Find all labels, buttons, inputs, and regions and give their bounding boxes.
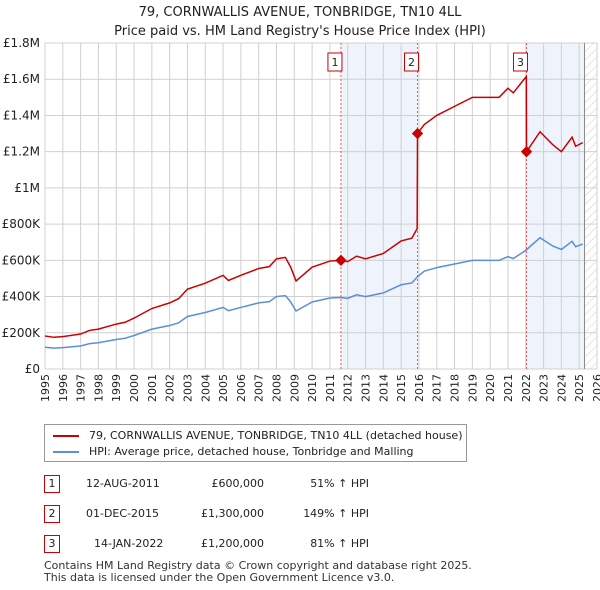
x-tick-label: 2015 xyxy=(395,374,408,402)
x-tick-label: 1998 xyxy=(92,374,105,402)
transaction-price: £1,200,000 xyxy=(201,537,264,550)
x-tick-label: 2001 xyxy=(146,374,159,402)
transaction-number: 3 xyxy=(44,535,60,553)
x-tick-label: 2005 xyxy=(217,374,230,402)
legend-property: 79, CORNWALLIS AVENUE, TONBRIDGE, TN10 4… xyxy=(53,429,463,442)
transaction-price: £1,300,000 xyxy=(201,507,264,520)
x-tick-label: 2025 xyxy=(573,374,586,402)
x-tick-label: 2007 xyxy=(253,374,266,402)
x-tick-label: 2008 xyxy=(270,374,283,402)
x-tick-label: 2024 xyxy=(555,374,568,402)
transaction-row: 3 14-JAN-2022 £1,200,000 81% ↑ HPI xyxy=(44,535,464,555)
legend-label: HPI: Average price, detached house, Tonb… xyxy=(89,445,414,458)
transaction-hpi-change: 81% ↑ HPI xyxy=(310,537,369,550)
y-tick-label: £1.8M xyxy=(3,36,40,50)
sale-number-label: 1 xyxy=(331,56,338,69)
legend-swatch-red xyxy=(53,434,79,437)
x-tick-label: 2020 xyxy=(484,374,497,402)
x-tick-label: 1996 xyxy=(57,374,70,402)
title-line: 79, CORNWALLIS AVENUE, TONBRIDGE, TN10 4… xyxy=(138,5,462,20)
transaction-row: 1 12-AUG-2011 £600,000 51% ↑ HPI xyxy=(44,475,464,495)
sale-number-box xyxy=(512,52,528,72)
y-tick-label: £400K xyxy=(2,290,42,304)
x-tick-label: 2013 xyxy=(360,374,373,402)
x-tick-label: 2018 xyxy=(449,374,462,402)
sale-point xyxy=(335,254,347,266)
x-tick-label: 2014 xyxy=(377,374,390,402)
chart-title: 79, CORNWALLIS AVENUE, TONBRIDGE, TN10 4… xyxy=(0,3,600,41)
transaction-number: 2 xyxy=(44,505,60,523)
x-tick-label: 2002 xyxy=(164,374,177,402)
sale-number-box xyxy=(327,52,343,72)
transaction-price: £600,000 xyxy=(211,477,265,490)
x-tick-label: 2004 xyxy=(199,374,212,402)
y-tick-label: £200K xyxy=(2,326,42,340)
transaction-row: 2 01-DEC-2015 £1,300,000 149% ↑ HPI xyxy=(44,505,464,525)
sale-number-label: 3 xyxy=(517,56,524,69)
x-tick-label: 2026 xyxy=(591,374,600,402)
hpi-line xyxy=(44,236,584,349)
x-tick-label: 2003 xyxy=(181,374,194,402)
x-tick-label: 2009 xyxy=(288,374,301,402)
sale-point xyxy=(520,146,533,158)
shaded-period-2 xyxy=(526,43,585,369)
x-tick-label: 2010 xyxy=(306,374,319,402)
y-tick-label: £1.2M xyxy=(3,145,40,159)
legend-label: 79, CORNWALLIS AVENUE, TONBRIDGE, TN10 4… xyxy=(89,429,463,442)
sale-point xyxy=(411,127,424,140)
subtitle-line: Price paid vs. HM Land Registry's House … xyxy=(114,24,486,39)
legend: 79, CORNWALLIS AVENUE, TONBRIDGE, TN10 4… xyxy=(44,424,467,462)
x-tick-label: 2016 xyxy=(413,374,426,402)
y-tick-label: £1.4M xyxy=(3,108,40,122)
price-chart: 1995 1996 1997 1998 1999 2000 2001 2002 2003 2004… xyxy=(2,36,600,402)
sale-number-label: 2 xyxy=(408,56,415,69)
footer: Contains HM Land Registry data © Crown c… xyxy=(44,560,472,584)
x-tick-label: 1999 xyxy=(110,374,123,402)
x-tick-label: 2022 xyxy=(520,374,533,402)
footer-copyright: Contains HM Land Registry data © Crown c… xyxy=(44,559,472,572)
x-tick-label: 2017 xyxy=(431,374,444,402)
x-tick-label: 2023 xyxy=(538,374,551,402)
property-price-line xyxy=(44,74,584,339)
transaction-date: 14-JAN-2022 xyxy=(94,537,164,550)
x-tick-label: 2006 xyxy=(235,374,248,402)
transaction-number: 1 xyxy=(44,475,60,493)
footer-licence: This data is licensed under the Open Gov… xyxy=(44,571,395,584)
transaction-date: 12-AUG-2011 xyxy=(86,477,160,490)
legend-hpi: HPI: Average price, detached house, Tonb… xyxy=(53,445,414,458)
y-tick-label: £800K xyxy=(2,217,42,231)
legend-swatch-blue xyxy=(53,450,79,453)
x-tick-label: 2011 xyxy=(324,374,337,402)
x-tick-label: 2021 xyxy=(502,374,515,402)
transaction-date: 01-DEC-2015 xyxy=(86,507,160,520)
transaction-hpi-change: 149% ↑ HPI xyxy=(303,507,369,520)
y-tick-label: £1M xyxy=(14,181,40,195)
y-tick-label: £0 xyxy=(25,362,40,376)
x-tick-label: 1997 xyxy=(75,374,88,402)
shaded-period-1 xyxy=(340,43,418,369)
y-tick-label: £1.6M xyxy=(3,72,40,86)
transaction-hpi-change: 51% ↑ HPI xyxy=(310,477,369,490)
x-tick-label: 2000 xyxy=(128,374,141,402)
sale-number-box xyxy=(404,52,420,72)
future-hatch xyxy=(584,43,597,369)
x-tick-label: 1995 xyxy=(39,374,52,402)
x-tick-label: 2012 xyxy=(342,374,355,402)
x-tick-label: 2019 xyxy=(466,374,479,402)
y-tick-label: £600K xyxy=(2,253,42,267)
